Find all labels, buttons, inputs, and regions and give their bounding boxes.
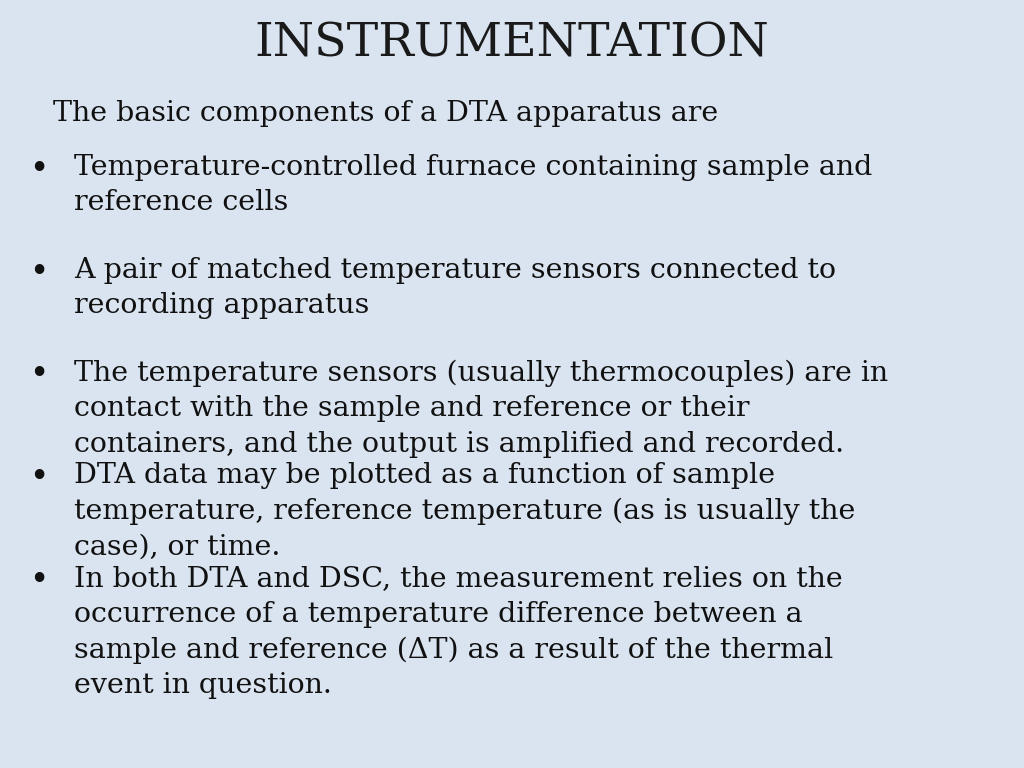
Text: DTA data may be plotted as a function of sample
temperature, reference temperatu: DTA data may be plotted as a function of… <box>74 462 855 561</box>
Text: INSTRUMENTATION: INSTRUMENTATION <box>255 21 769 66</box>
Text: The temperature sensors (usually thermocouples) are in
contact with the sample a: The temperature sensors (usually thermoc… <box>74 359 888 458</box>
Text: The basic components of a DTA apparatus are: The basic components of a DTA apparatus … <box>53 100 719 127</box>
Text: •: • <box>30 462 48 495</box>
Text: •: • <box>30 359 48 392</box>
Text: •: • <box>30 257 48 289</box>
Text: Temperature-controlled furnace containing sample and
reference cells: Temperature-controlled furnace containin… <box>74 154 872 216</box>
Text: A pair of matched temperature sensors connected to
recording apparatus: A pair of matched temperature sensors co… <box>74 257 836 319</box>
Text: •: • <box>30 154 48 186</box>
Text: In both DTA and DSC, the measurement relies on the
occurrence of a temperature d: In both DTA and DSC, the measurement rel… <box>74 565 843 699</box>
Text: •: • <box>30 565 48 598</box>
